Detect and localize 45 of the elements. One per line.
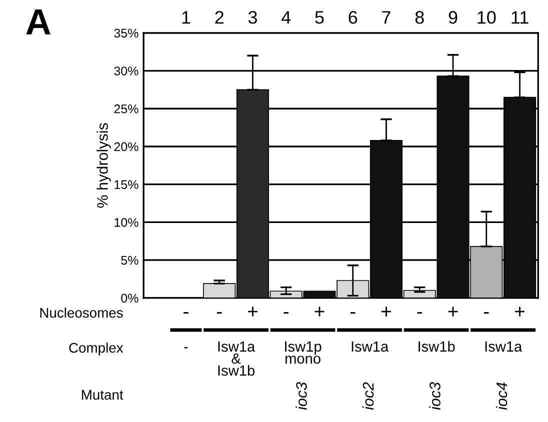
x-tick-label: 5 (315, 11, 324, 24)
x-tick-label: 4 (282, 11, 291, 24)
x-tick-label: 7 (382, 11, 390, 24)
x-tick-label: 8 (415, 11, 424, 24)
x-tick-label: 9 (448, 11, 458, 24)
y-tick-label: 15% (114, 180, 138, 190)
x-tick-label: 11 (512, 11, 528, 24)
text: ioc3 (296, 382, 307, 410)
text: Isw1a (352, 342, 389, 352)
text: Mutant (82, 390, 124, 400)
text: - (417, 312, 422, 314)
text: - (484, 312, 489, 314)
y-tick-label: 0% (121, 294, 138, 303)
text: Complex (69, 342, 124, 356)
y-tick-label: 35% (114, 28, 138, 38)
y-tick-label: 20% (114, 142, 138, 152)
text: Isw1p mono (285, 342, 322, 364)
text: + (515, 306, 524, 316)
y-axis-title: % hydrolysis (96, 123, 111, 208)
x-tick-label: 10 (478, 11, 496, 24)
text: Isw1a & Isw1b (218, 342, 256, 376)
text: Nucleosomes (40, 308, 123, 318)
text: - (184, 347, 188, 348)
text: - (284, 312, 288, 314)
text: ioc3 (429, 382, 440, 410)
text: Isw1b (418, 341, 455, 352)
text: + (248, 306, 258, 316)
x-tick-label: 3 (248, 11, 257, 24)
text: - (184, 312, 188, 314)
x-tick-label: 2 (215, 11, 224, 24)
x-tick-label: 1 (182, 11, 190, 24)
y-tick-label: 30% (114, 66, 138, 76)
text: - (350, 312, 356, 314)
x-tick-label: 6 (348, 11, 358, 24)
y-tick-label: 25% (114, 104, 138, 114)
text: A (26, 9, 50, 34)
text: ioc4 (496, 382, 508, 410)
text: + (314, 306, 324, 316)
text: Isw1a (485, 342, 522, 352)
text: + (382, 306, 391, 316)
text: - (216, 312, 222, 314)
y-tick-label: 10% (114, 218, 138, 227)
text: ioc2 (362, 382, 374, 410)
y-tick-label: 5% (121, 256, 138, 265)
text: + (448, 306, 458, 316)
